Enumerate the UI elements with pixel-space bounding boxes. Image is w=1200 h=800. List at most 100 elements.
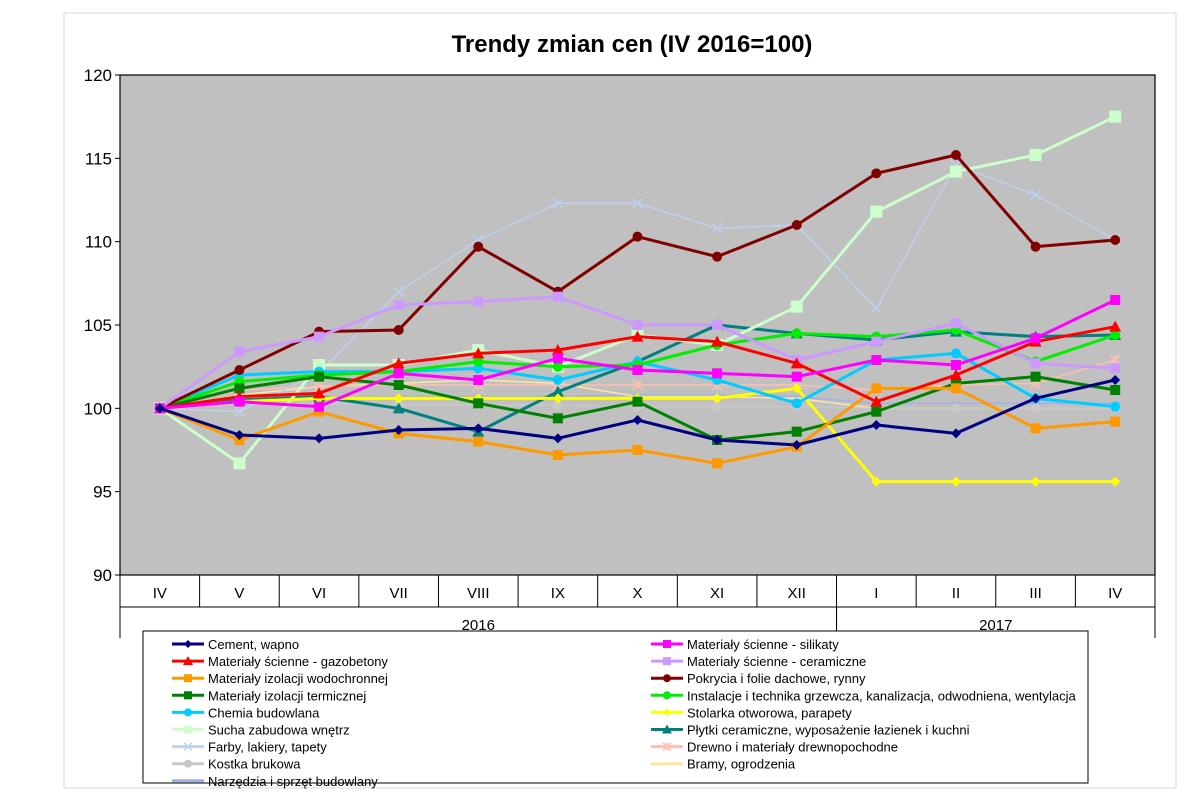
legend-label: Sucha zabudowa wnętrz [208,723,350,738]
y-tick-label: 120 [84,66,112,85]
legend-swatch-marker [662,724,672,734]
data-point [233,406,245,418]
data-point [791,328,802,339]
legend-item: Cement, wapno [172,637,299,652]
legend-swatch-marker [663,691,671,700]
x-tick-label: VI [312,585,326,602]
series-materialy-scienne-gazobetony [153,320,1122,414]
data-point [712,368,723,379]
legend-label: Stolarka otworowa, parapety [687,705,852,720]
data-point [233,457,246,470]
legend-swatch-marker [663,657,671,666]
data-point [1029,149,1042,161]
data-point [870,205,883,218]
data-point [551,385,564,397]
data-point [871,476,882,487]
data-point [711,222,723,234]
x-tick-label: VIII [467,585,490,602]
legend-swatch-marker [663,708,671,717]
data-point [473,241,484,252]
data-point [1110,330,1121,340]
data-point [950,428,961,439]
data-point [551,344,564,355]
data-point [234,396,245,407]
data-point [1030,358,1041,369]
data-point [314,433,325,444]
data-point [393,325,404,335]
legend-label: Drewno i materiały drewnopochodne [687,740,898,755]
data-point [473,436,484,447]
legend-item: Materiały ścienne - silikaty [651,637,839,652]
data-point [712,401,723,412]
data-point [790,357,803,369]
data-point [632,365,643,375]
x-tick-label: II [952,585,960,602]
legend-label: Cement, wapno [208,637,299,652]
legend-swatch-marker [184,708,192,717]
data-point [871,383,882,394]
data-point [1030,371,1041,382]
data-point [791,383,802,394]
data-point [631,330,644,342]
data-point [314,331,325,342]
data-point [552,353,563,364]
data-point [393,425,404,435]
legend-swatch-marker [663,674,671,683]
data-point [950,383,961,394]
legend-swatch-marker [184,759,192,768]
legend-item: Kostka brukowa [172,757,301,772]
data-point [552,197,564,209]
data-point [1030,403,1041,414]
x-tick-label: XII [788,585,806,602]
x-tick-label: IV [1108,585,1122,602]
data-point [1109,320,1122,332]
data-point [1110,476,1121,487]
data-point [473,423,484,434]
data-point [552,450,563,460]
data-point [393,286,405,298]
data-point [234,346,245,357]
legend-label: Materiały ścienne - gazobetony [208,654,388,669]
x-tick-label: IV [153,585,167,602]
legend-label: Chemia budowlana [208,705,320,720]
data-point [950,403,961,414]
data-point [871,355,882,365]
y-tick-label: 110 [85,233,112,252]
legend-swatch-marker [184,640,192,648]
data-point [1110,416,1121,427]
data-point [871,168,882,179]
data-point [552,393,563,404]
legend-label: Narzędzia i sprzęt budowlany [208,774,378,789]
data-point [791,220,802,230]
x-tick-label: VII [389,585,407,602]
series-cement-wapno [154,375,1121,450]
legend-label: Materiały izolacji termicznej [208,688,366,703]
data-point [234,383,245,394]
legend-item: Sucha zabudowa wnętrz [172,723,350,738]
data-point [552,433,563,444]
data-point [950,476,961,487]
data-point [950,318,961,329]
data-point [791,398,802,409]
legend-item: Materiały ścienne - ceramiczne [651,654,866,669]
y-tick-label: 95 [93,483,112,502]
x-tick-label: IX [551,585,565,602]
y-tick-label: 115 [85,149,112,168]
legend-label: Płytki ceramiczne, wyposażenie łazienek … [687,723,970,738]
data-point [393,300,404,310]
series-layer [153,110,1122,487]
data-point [154,403,165,414]
legend-swatch-marker [662,742,672,752]
data-point [552,361,563,372]
data-point [552,400,563,410]
data-point [1110,363,1121,374]
legend-item: Materiały ścienne - gazobetony [172,654,388,669]
data-point [1030,189,1042,201]
x-tick-label: XI [710,585,724,602]
legend-item: Instalacje i technika grzewcza, kanaliza… [651,688,1077,703]
data-point [632,231,643,242]
data-point [712,320,723,330]
data-point [712,251,723,262]
data-point [949,165,962,178]
